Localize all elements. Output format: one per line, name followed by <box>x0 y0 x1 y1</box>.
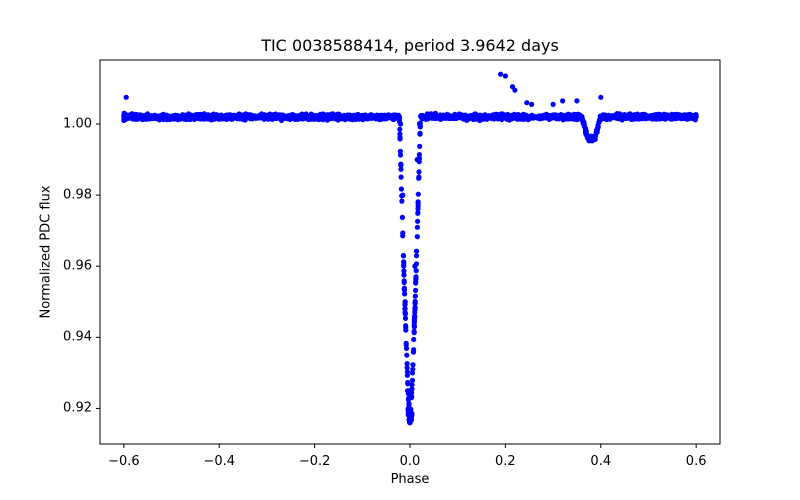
y-tick-label: 0.94 <box>63 329 92 345</box>
chart-title: TIC 0038588414, period 3.9642 days <box>261 36 559 55</box>
x-tick-label: −0.6 <box>108 454 140 469</box>
y-tick-label: 1.00 <box>63 116 92 132</box>
y-axis-label: Normalized PDC flux <box>38 185 54 319</box>
x-axis-ticks <box>123 444 697 448</box>
x-tick-label: −0.2 <box>298 454 331 469</box>
scatter-points <box>121 71 699 426</box>
y-tick-label: 0.96 <box>63 258 92 274</box>
x-tick-label: 0.2 <box>495 454 516 469</box>
y-tick-label: 0.92 <box>63 400 92 416</box>
x-tick-label: 0.0 <box>399 454 421 469</box>
x-tick-label: −0.4 <box>203 454 236 469</box>
y-tick-label: 0.98 <box>63 187 92 203</box>
y-axis-ticks <box>96 123 100 409</box>
x-tick-label: 0.6 <box>685 454 707 469</box>
x-axis-label: Phase <box>390 472 430 487</box>
x-tick-label: 0.4 <box>590 454 612 469</box>
